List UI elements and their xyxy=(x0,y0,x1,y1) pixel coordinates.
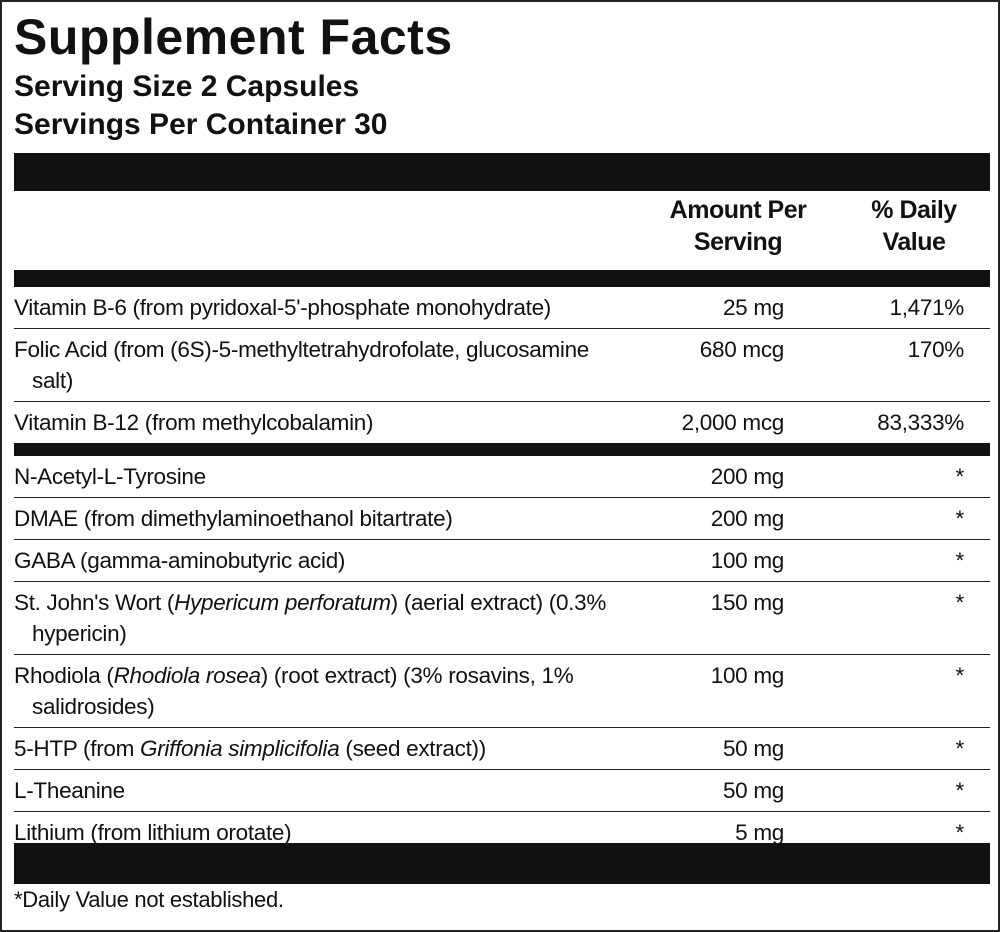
divider-bar xyxy=(14,153,990,191)
divider-bar xyxy=(14,270,990,287)
daily-value: * xyxy=(955,464,965,489)
daily-value: * xyxy=(955,506,965,531)
daily-value: * xyxy=(955,590,965,615)
name-text: (seed extract)) xyxy=(339,736,486,761)
nutrient-row: DMAE (from dimethylaminoethanol bitartra… xyxy=(14,498,990,540)
nutrient-row: Lithium (from lithium orotate) 5 mg * xyxy=(14,812,990,853)
nutrient-row: GABA (gamma-aminobutyric acid) 100 mg * xyxy=(14,540,990,582)
nutrient-name: Vitamin B-6 (from pyridoxal-5'-phosphate… xyxy=(14,292,654,323)
nutrient-row: 5-HTP (from Griffonia simplicifolia (see… xyxy=(14,728,990,770)
amount: 25 mg xyxy=(722,295,784,320)
daily-value: * xyxy=(955,548,965,573)
daily-value: * xyxy=(955,820,965,845)
amount: 100 mg xyxy=(710,663,785,688)
daily-value: 1,471% xyxy=(889,295,964,320)
nutrient-name: Vitamin B-12 (from methylcobalamin) xyxy=(14,407,654,438)
amount: 150 mg xyxy=(710,590,785,615)
nutrient-name: 5-HTP (from Griffonia simplicifolia (see… xyxy=(14,733,654,764)
daily-value: 83,333% xyxy=(877,410,964,435)
amount: 2,000 mcg xyxy=(681,410,785,435)
nutrient-row: Vitamin B-12 (from methylcobalamin) 2,000… xyxy=(14,402,990,443)
nutrient-name: St. John's Wort (Hypericum perforatum) (… xyxy=(14,587,654,649)
title: Supplement Facts xyxy=(14,9,453,65)
name-text: St. John's Wort ( xyxy=(14,590,175,615)
name-text: Vitamin B-12 (from methylcobalamin) xyxy=(14,410,374,435)
amount: 680 mcg xyxy=(699,337,785,362)
name-text: L-Theanine xyxy=(14,778,125,803)
name-italic: Hypericum perforatum xyxy=(174,590,391,615)
nutrient-row: Rhodiola (Rhodiola rosea) (root extract)… xyxy=(14,655,990,728)
divider-bar xyxy=(14,843,990,884)
nutrient-name: Rhodiola (Rhodiola rosea) (root extract)… xyxy=(14,660,654,722)
nutrient-name: Folic Acid (from (6S)-5-methyltetrahydro… xyxy=(14,334,654,396)
nutrient-row: Folic Acid (from (6S)-5-methyltetrahydro… xyxy=(14,329,990,402)
daily-value: 170% xyxy=(907,337,965,362)
divider-bar xyxy=(14,443,990,456)
amount-header: Amount Per Serving xyxy=(669,196,807,256)
nutrient-name: L-Theanine xyxy=(14,775,654,806)
daily-value: * xyxy=(955,663,965,688)
name-text: Rhodiola ( xyxy=(14,663,114,688)
amount: 100 mg xyxy=(710,548,785,573)
amount: 200 mg xyxy=(710,506,785,531)
footnote: *Daily Value not established. xyxy=(14,887,284,912)
nutrient-row: N-Acetyl-L-Tyrosine 200 mg * xyxy=(14,456,990,498)
daily-value: * xyxy=(955,778,965,803)
name-text: DMAE (from dimethylaminoethanol bitartra… xyxy=(14,506,453,531)
name-text: ) (root extract) (3% rosavins, 1% salidr… xyxy=(32,663,574,719)
amount: 5 mg xyxy=(735,820,784,845)
name-italic: Griffonia simplicifolia xyxy=(140,736,340,761)
nutrient-name: GABA (gamma-aminobutyric acid) xyxy=(14,545,654,576)
nutrient-row: St. John's Wort (Hypericum perforatum) (… xyxy=(14,582,990,655)
name-text: Folic Acid (from (6S)-5-methyltetrahydro… xyxy=(14,337,590,393)
amount: 50 mg xyxy=(722,778,784,803)
name-italic: Rhodiola rosea xyxy=(113,663,261,688)
servings-per-container: Servings Per Container 30 xyxy=(14,108,388,141)
nutrient-name: DMAE (from dimethylaminoethanol bitartra… xyxy=(14,503,654,534)
name-text: 5-HTP (from xyxy=(14,736,140,761)
nutrient-name: N-Acetyl-L-Tyrosine xyxy=(14,461,654,492)
name-text: Lithium (from lithium orotate) xyxy=(14,820,292,845)
amount: 200 mg xyxy=(710,464,785,489)
daily-value: * xyxy=(955,736,965,761)
nutrient-name: Lithium (from lithium orotate) xyxy=(14,817,654,848)
serving-size: Serving Size 2 Capsules xyxy=(14,70,360,103)
name-text: Vitamin B-6 (from pyridoxal-5'-phosphate… xyxy=(14,295,551,320)
name-text: N-Acetyl-L-Tyrosine xyxy=(14,464,206,489)
name-text: GABA (gamma-aminobutyric acid) xyxy=(14,548,346,573)
name-text: ) (aerial extract) (0.3% hypericin) xyxy=(32,590,607,646)
daily-value-header: % Daily Value xyxy=(871,196,957,256)
nutrient-row: Vitamin B-6 (from pyridoxal-5'-phosphate… xyxy=(14,287,990,329)
nutrient-rows: Vitamin B-6 (from pyridoxal-5'-phosphate… xyxy=(14,287,990,853)
amount: 50 mg xyxy=(722,736,784,761)
nutrient-row: L-Theanine 50 mg * xyxy=(14,770,990,812)
